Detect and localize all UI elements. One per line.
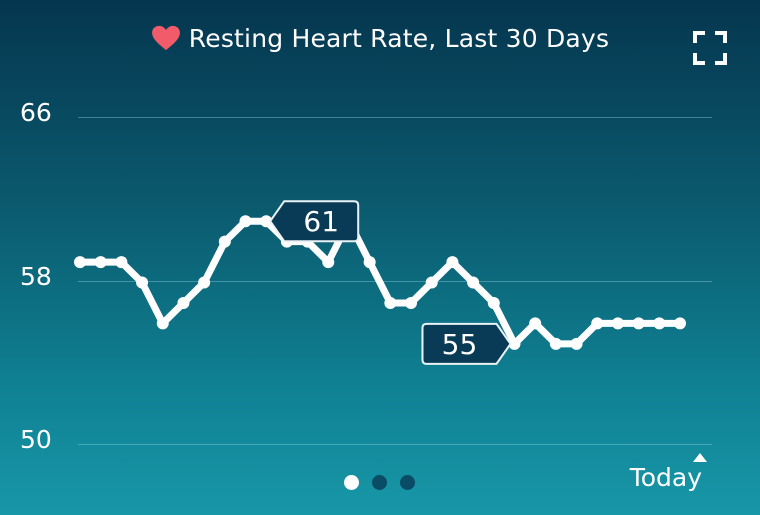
data-point [177,296,190,309]
data-point [611,317,624,330]
data-point [549,337,562,350]
data-point [260,215,273,228]
data-point [322,256,335,269]
gridline-66 [78,117,712,118]
page-indicator [344,475,415,490]
today-marker-icon [693,453,707,462]
page-dot-2[interactable] [372,475,387,490]
data-point [384,296,397,309]
y-tick-label-50: 50 [20,425,52,454]
value-callout: 55 [421,322,512,365]
data-point [115,256,128,269]
data-point [198,276,211,289]
fullscreen-icon[interactable] [693,31,727,65]
data-point [508,337,521,350]
chart-title: Resting Heart Rate, Last 30 Days [188,23,610,53]
chart-header: Resting Heart Rate, Last 30 Days [0,18,760,58]
page-dot-3[interactable] [400,475,415,490]
x-axis-end-label: Today [629,463,702,492]
data-point [467,276,480,289]
data-point [405,296,418,309]
heart-icon [151,25,180,51]
data-point [239,215,252,228]
data-point [653,317,666,330]
data-point [136,276,149,289]
page-dot-1[interactable] [344,475,359,490]
data-point [529,317,542,330]
data-point [674,317,686,330]
callout-label: 61 [303,205,339,238]
data-point [487,296,500,309]
y-tick-label-66: 66 [20,98,52,127]
callout-bubble [268,200,360,243]
callout-bubble [421,322,512,365]
y-tick-label-58: 58 [20,262,52,291]
gridline-50 [78,444,712,445]
value-callout: 61 [268,200,360,243]
data-point [425,276,438,289]
data-point [156,317,169,330]
series-line [76,217,684,348]
data-point [218,235,231,248]
data-point [591,317,604,330]
callout-label: 55 [442,328,478,361]
data-point [94,256,107,269]
data-point [363,256,376,269]
data-point [74,256,86,269]
gridline-58 [78,281,712,282]
data-point [632,317,645,330]
data-point [446,256,459,269]
data-point [570,337,583,350]
